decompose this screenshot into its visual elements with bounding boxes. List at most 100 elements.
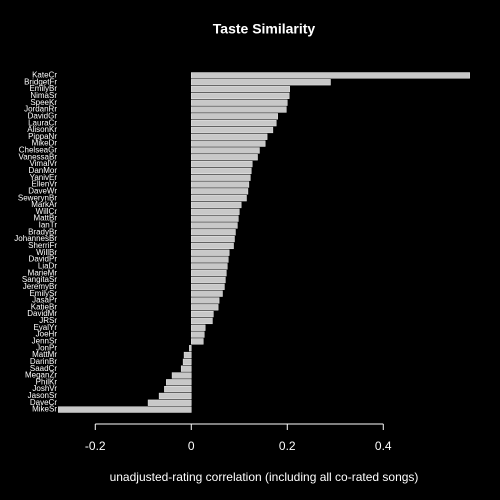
y-tick-label: SpeeKr [30,98,57,107]
y-tick-label: PippaNr [28,132,57,141]
y-tick-label: DanMor [29,166,58,175]
bar [164,386,192,393]
bar [191,195,247,202]
y-tick-label: DaveCr [30,398,57,407]
bar [191,79,331,86]
y-tick-label: WillCr [36,207,58,216]
y-tick-label: VimalVr [29,159,57,168]
bar [191,126,274,134]
bar [191,167,252,175]
bar [191,215,239,222]
y-tick-label: JasaPr [32,296,57,305]
y-tick-label: DavidMr [27,309,57,318]
bar [191,72,470,79]
y-tick-label: BradyBr [28,227,57,236]
bar [189,345,192,352]
bar [191,283,225,290]
bar [191,324,206,331]
x-tick-label: 0.4 [375,439,392,453]
y-tick-label: JonPr [36,343,57,352]
y-tick-label: SewerynBr [18,193,57,202]
bar [191,113,278,120]
y-tick-label: MikeDr [32,139,58,148]
bar [58,406,192,413]
y-tick-label: AlisonKr [27,125,57,134]
bar [191,133,268,140]
bar [191,140,266,147]
bar [191,338,204,345]
y-tick-label: JeremyBr [23,282,58,291]
bar [180,365,192,372]
y-tick-label: YanivEr [30,173,58,182]
bar [191,208,240,215]
bar [191,92,290,99]
bar [191,304,219,311]
y-tick-label: IanTr [39,221,58,230]
x-tick-label: 0 [188,439,195,453]
bar [147,399,192,406]
bar [191,188,249,195]
bar [191,270,227,277]
y-tick-label: KatieBr [31,302,58,311]
y-tick-label: MeganZr [25,371,57,380]
y-tick-label: LiaDr [38,261,57,270]
bar [191,181,250,188]
y-tick-label: DavidGr [28,111,58,120]
bar [191,201,242,209]
y-tick-label: MarieMr [28,268,58,277]
bar [191,317,213,325]
x-tick-label: 0.2 [279,439,296,453]
bar [191,256,229,263]
y-tick-label: EyalYr [33,323,57,332]
y-tick-label: VanessaBr [18,152,57,161]
y-tick-label: MattMr [32,350,57,359]
bar [191,249,230,256]
y-tick-label: BridgetFr [24,77,57,86]
bar [191,235,235,243]
bar [191,263,228,270]
y-tick-label: MattBr [33,214,57,223]
y-tick-label: JennSr [32,336,58,345]
y-tick-label: DaveWr [28,186,57,195]
y-tick-label: JRSr [39,316,57,325]
bar [191,310,214,318]
bar [191,222,238,229]
y-tick-label: EllenVr [32,180,58,189]
bar [158,392,192,400]
bar [191,242,234,250]
y-tick-label: MikeSr [32,405,57,414]
y-tick-label: EmilySr [29,289,57,298]
chart-title: Taste Similarity [213,21,316,37]
bar [191,160,253,168]
y-tick-label: JoshVr [32,384,57,393]
bar [183,351,192,359]
bar [191,154,258,161]
y-tick-label: EmilyBr [29,84,57,93]
y-tick-label: ChelseaGr [19,146,58,155]
y-tick-label: NimaSr [30,91,57,100]
y-tick-label: SherriFr [28,241,57,250]
y-tick-label: LauraCr [28,118,57,127]
y-tick-label: DavidPr [29,255,58,264]
bar [191,229,236,236]
y-tick-label: KateCr [32,71,57,80]
bar [191,297,220,304]
y-tick-label: MarkAr [31,200,57,209]
bar [191,99,288,106]
bar [191,174,251,181]
y-tick-label: JohannesBr [14,234,57,243]
y-tick-label: SaadCr [30,364,57,373]
y-tick-label: JoeHr [36,330,58,339]
bar [191,106,287,113]
bar [191,331,205,338]
x-axis-label: unadjusted-rating correlation (including… [110,470,419,484]
y-tick-label: PhilKr [36,377,58,386]
bar [191,276,226,284]
y-tick-label: JasonSr [28,391,58,400]
bar [182,358,192,365]
bar [191,85,290,93]
y-tick-label: WillBr [36,248,57,257]
bar [166,379,192,386]
bar [191,120,277,127]
x-tick-label: -0.2 [85,439,106,453]
